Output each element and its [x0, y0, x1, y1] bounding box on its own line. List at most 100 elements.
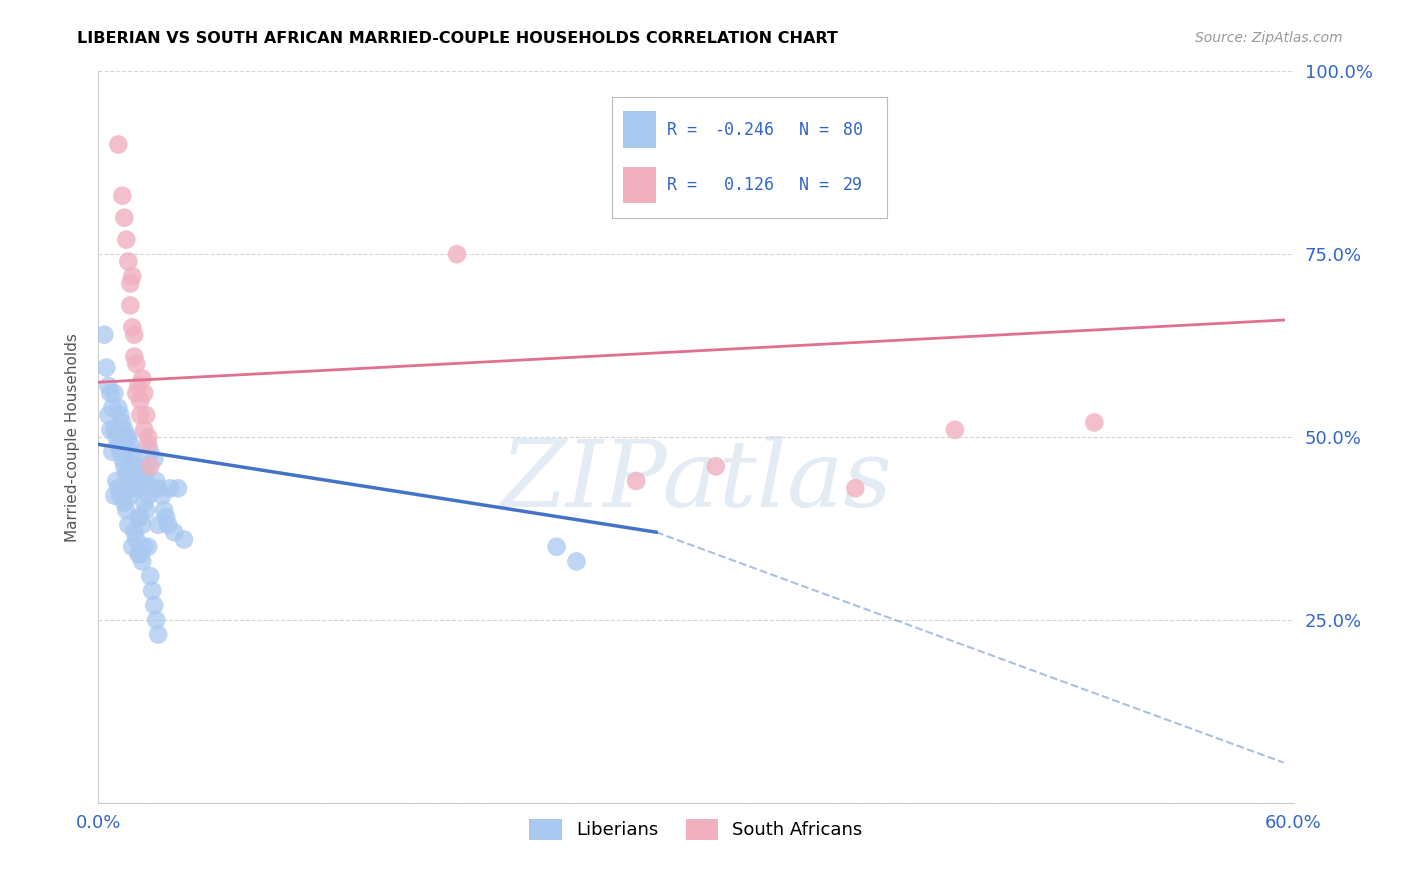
Point — [145, 613, 167, 627]
Point — [125, 357, 148, 371]
Point — [129, 547, 152, 561]
Legend: Liberians, South Africans: Liberians, South Africans — [520, 810, 872, 848]
Point — [125, 533, 148, 547]
Point — [136, 540, 159, 554]
Point — [134, 459, 156, 474]
Point — [141, 481, 163, 495]
Point — [704, 459, 727, 474]
Point — [107, 437, 129, 451]
Point — [943, 423, 966, 437]
Point — [107, 401, 129, 415]
Point — [111, 188, 134, 202]
Point — [124, 452, 146, 467]
Point — [97, 408, 120, 422]
Point — [120, 474, 142, 488]
Point — [97, 379, 120, 393]
Point — [1083, 416, 1105, 430]
Point — [121, 481, 143, 495]
Point — [103, 423, 125, 437]
Point — [131, 371, 153, 385]
Point — [136, 430, 159, 444]
Point — [148, 627, 170, 641]
Point — [125, 459, 148, 474]
Point — [844, 481, 866, 495]
Point — [121, 320, 143, 334]
Point — [120, 437, 142, 451]
Point — [127, 510, 149, 524]
Point — [129, 467, 152, 481]
Point — [131, 474, 153, 488]
Point — [145, 474, 167, 488]
Text: Source: ZipAtlas.com: Source: ZipAtlas.com — [1195, 31, 1343, 45]
Point — [167, 481, 190, 495]
Point — [134, 386, 156, 401]
Point — [131, 554, 153, 568]
Point — [148, 517, 170, 532]
Point — [157, 517, 180, 532]
Point — [143, 599, 166, 613]
Point — [134, 540, 156, 554]
Point — [124, 350, 146, 364]
Point — [135, 467, 157, 481]
Point — [163, 525, 186, 540]
Point — [120, 298, 142, 312]
Point — [143, 452, 166, 467]
Point — [121, 444, 143, 458]
Point — [141, 583, 163, 598]
Point — [127, 467, 149, 481]
Point — [112, 423, 135, 437]
Point — [131, 517, 153, 532]
Point — [139, 459, 162, 474]
Point — [110, 444, 132, 458]
Point — [117, 517, 139, 532]
Point — [115, 233, 138, 247]
Point — [112, 496, 135, 510]
Point — [136, 437, 159, 451]
Point — [105, 430, 128, 444]
Point — [125, 481, 148, 495]
Point — [135, 503, 157, 517]
Point — [101, 444, 124, 458]
Point — [111, 452, 134, 467]
Point — [117, 254, 139, 268]
Point — [546, 540, 568, 554]
Point — [155, 510, 177, 524]
Point — [107, 481, 129, 495]
Point — [98, 423, 122, 437]
Point — [93, 327, 115, 342]
Point — [134, 423, 156, 437]
Point — [129, 510, 152, 524]
Point — [117, 430, 139, 444]
Point — [125, 386, 148, 401]
Point — [111, 489, 134, 503]
Point — [148, 481, 170, 495]
Point — [117, 467, 139, 481]
Point — [134, 496, 156, 510]
Point — [120, 489, 142, 503]
Point — [139, 569, 162, 583]
Point — [96, 360, 118, 375]
Point — [115, 430, 138, 444]
Point — [120, 277, 142, 291]
Point — [98, 386, 122, 401]
Point — [626, 474, 648, 488]
Point — [139, 444, 162, 458]
Point — [446, 247, 468, 261]
Point — [150, 489, 173, 503]
Point — [103, 489, 125, 503]
Point — [110, 489, 132, 503]
Point — [112, 211, 135, 225]
Point — [112, 459, 135, 474]
Point — [101, 401, 124, 415]
Point — [124, 525, 146, 540]
Point — [127, 547, 149, 561]
Point — [115, 467, 138, 481]
Point — [159, 481, 181, 495]
Point — [121, 540, 143, 554]
Point — [111, 416, 134, 430]
Point — [110, 408, 132, 422]
Point — [129, 408, 152, 422]
Point — [124, 474, 146, 488]
Y-axis label: Married-couple Households: Married-couple Households — [65, 333, 80, 541]
Point — [103, 386, 125, 401]
